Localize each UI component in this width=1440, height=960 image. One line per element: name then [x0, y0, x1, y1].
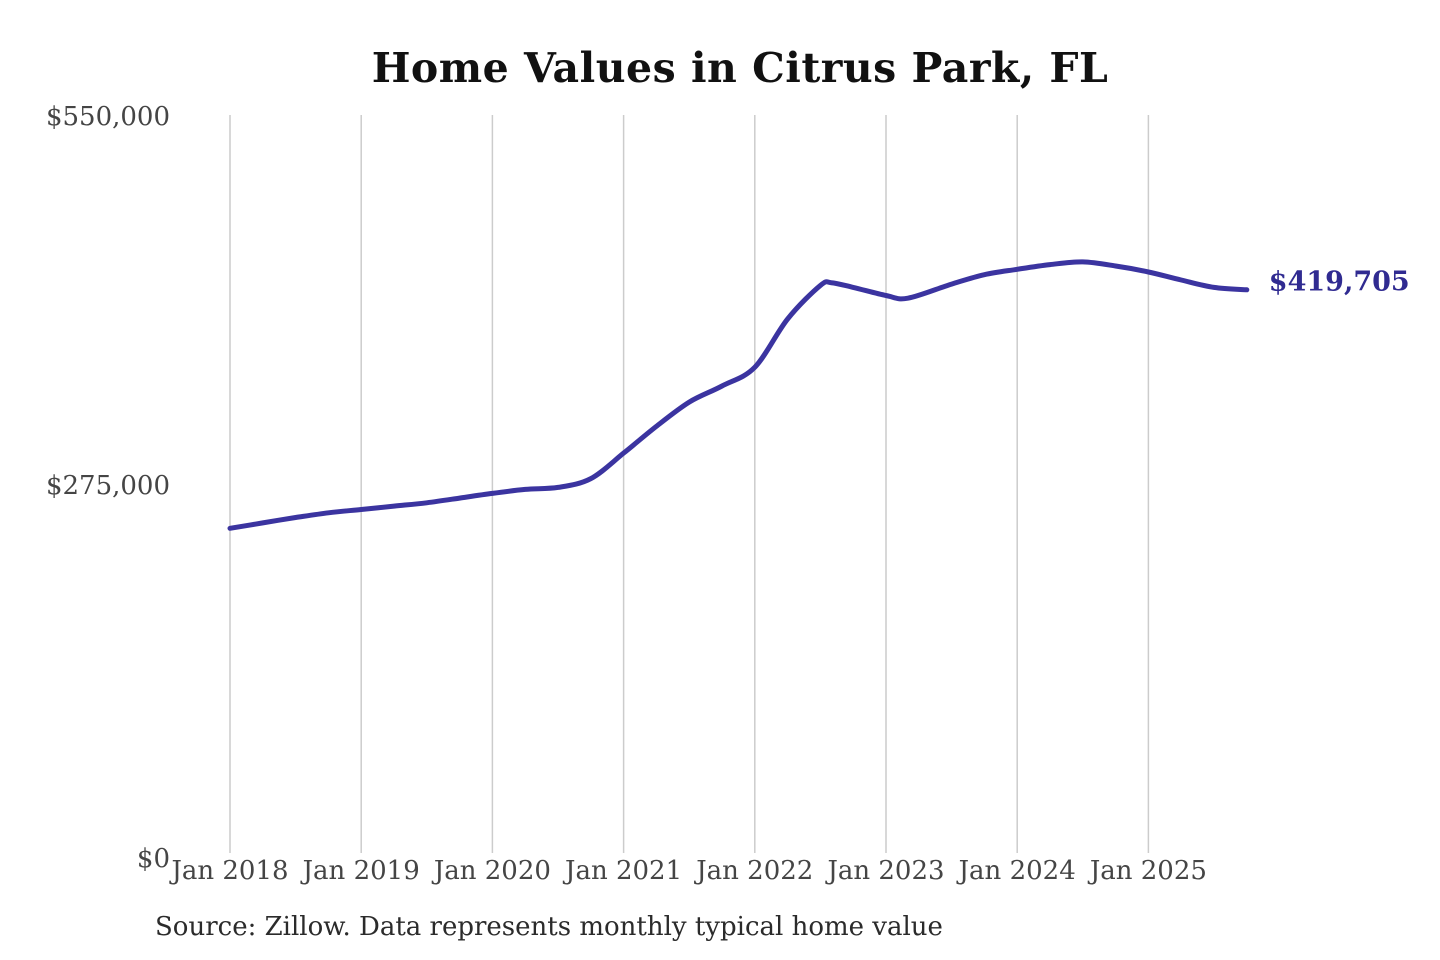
x-tick-jan-2019: Jan 2019: [302, 856, 420, 886]
year-gridlines: [229, 115, 1150, 853]
home-value-line: [227, 259, 1250, 531]
x-tick-jan-2023: Jan 2023: [827, 856, 945, 886]
x-tick-jan-2022: Jan 2022: [696, 856, 814, 886]
x-tick-jan-2018: Jan 2018: [171, 856, 289, 886]
x-tick-jan-2024: Jan 2024: [958, 856, 1076, 886]
y-tick-275000: $275,000: [45, 471, 170, 501]
y-tick-550000: $550,000: [45, 102, 170, 132]
chart-title: Home Values in Citrus Park, FL: [371, 44, 1109, 92]
y-tick-0: $0: [136, 844, 170, 874]
x-tick-jan-2020: Jan 2020: [433, 856, 551, 886]
x-tick-jan-2021: Jan 2021: [565, 856, 683, 886]
x-tick-jan-2025: Jan 2025: [1089, 856, 1207, 886]
source-note: Source: Zillow. Data represents monthly …: [155, 912, 943, 942]
latest-value-label: $419,705: [1268, 266, 1410, 298]
